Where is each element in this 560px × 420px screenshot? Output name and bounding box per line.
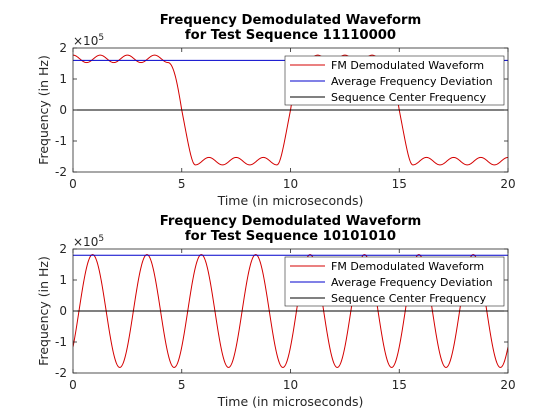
legend-entry-3: Sequence Center Frequency: [331, 91, 487, 104]
legend-entry-3: Sequence Center Frequency: [331, 292, 487, 305]
y-tick-label: 1: [59, 273, 67, 287]
x-tick-label: 10: [283, 378, 298, 392]
x-tick-label: 0: [69, 177, 77, 191]
x-tick-label: 15: [392, 378, 407, 392]
x-tick-label: 20: [500, 177, 515, 191]
y-tick-label: 0: [59, 304, 67, 318]
y-axis-label: Frequency (in Hz): [36, 256, 51, 366]
x-axis-label: Time (in microseconds): [217, 394, 364, 409]
exponent-base: ×10: [73, 235, 98, 249]
y-exponent-label: ×105: [73, 33, 104, 48]
chart-title-line2: for Test Sequence 10101010: [185, 229, 396, 244]
y-tick-label: 1: [59, 72, 67, 86]
x-tick-label: 10: [283, 177, 298, 191]
exponent-power: 5: [98, 234, 104, 244]
y-exponent-label: ×105: [73, 234, 104, 249]
chart-title-line1: Frequency Demodulated Waveform: [160, 214, 422, 229]
y-axis-label: Frequency (in Hz): [36, 55, 51, 165]
y-tick-label: -1: [55, 335, 67, 349]
y-tick-label: -2: [55, 165, 67, 179]
legend: FM Demodulated Waveform Average Frequency…: [284, 55, 505, 106]
legend-entry-2: Average Frequency Deviation: [331, 276, 493, 289]
y-tick-label: 0: [59, 103, 67, 117]
exponent-power: 5: [98, 33, 104, 43]
series-group: [73, 254, 508, 368]
x-tick-label: 15: [392, 177, 407, 191]
y-tick-label: -2: [55, 366, 67, 380]
x-axis-label: Time (in microseconds): [217, 193, 364, 208]
legend-entry-2: Average Frequency Deviation: [331, 75, 493, 88]
chart-title-line2: for Test Sequence 11110000: [185, 28, 396, 43]
chart-title-line1: Frequency Demodulated Waveform: [160, 13, 422, 28]
x-tick-label: 5: [178, 177, 186, 191]
legend: FM Demodulated Waveform Average Frequency…: [284, 256, 505, 307]
x-tick-label: 5: [178, 378, 186, 392]
y-tick-label: 2: [59, 41, 67, 55]
x-tick-label: 20: [500, 378, 515, 392]
x-tick-label: 0: [69, 378, 77, 392]
legend-entry-1: FM Demodulated Waveform: [331, 59, 484, 72]
legend-entry-1: FM Demodulated Waveform: [331, 260, 484, 273]
exponent-base: ×10: [73, 34, 98, 48]
y-tick-label: 2: [59, 242, 67, 256]
y-tick-label: -1: [55, 134, 67, 148]
